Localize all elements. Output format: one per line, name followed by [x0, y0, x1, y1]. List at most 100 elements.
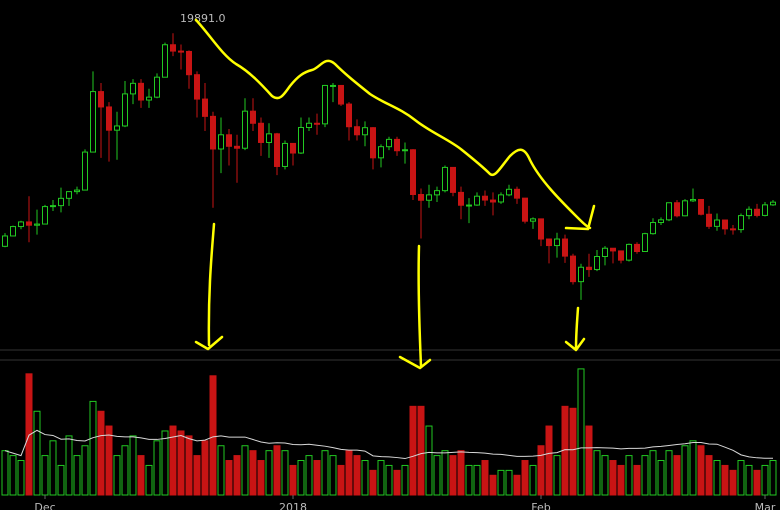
candle-body: [666, 202, 672, 221]
volume-bar: [737, 460, 745, 496]
candle-body: [90, 91, 96, 153]
volume-bar: [385, 464, 393, 496]
volume-bar: [433, 455, 441, 496]
candle-body: [410, 149, 416, 195]
candle-body: [322, 84, 328, 125]
arrow: [564, 204, 596, 231]
candle-body: [346, 103, 352, 128]
volume-bar: [145, 464, 153, 496]
candle-body: [42, 206, 48, 225]
candle-body: [26, 221, 32, 226]
candle-body: [674, 202, 680, 217]
candle-body: [618, 250, 624, 261]
candle-body: [530, 218, 536, 222]
volume-bar: [705, 455, 713, 496]
volume-bar: [497, 469, 505, 496]
volume-bar: [689, 440, 697, 496]
arrow: [564, 306, 586, 352]
volume-bar: [345, 450, 353, 496]
candle-body: [730, 228, 736, 231]
candle-body: [754, 208, 760, 216]
arrow: [398, 244, 432, 370]
arrow: [194, 222, 224, 351]
volume-bar: [113, 455, 121, 496]
candle-body: [218, 134, 224, 150]
candle-body: [290, 142, 296, 154]
volume-bar: [97, 410, 105, 496]
candle-body: [578, 266, 584, 283]
candle-body: [266, 133, 272, 143]
candle-body: [210, 115, 216, 150]
volume-bar: [617, 464, 625, 496]
volume-bar: [369, 469, 377, 496]
candle-body: [498, 194, 504, 203]
volume-bar: [361, 460, 369, 496]
candle-body: [370, 127, 376, 159]
volume-bar: [713, 460, 721, 496]
volume-bar: [281, 450, 289, 496]
volume-bar: [89, 400, 97, 496]
volume-bar: [297, 460, 305, 496]
volume-bar: [41, 455, 49, 496]
candle-body: [170, 44, 176, 52]
candle-body: [386, 138, 392, 148]
candle-body: [474, 195, 480, 206]
volume-bar: [377, 460, 385, 496]
high-annotation: 19891.0: [180, 12, 226, 25]
candle-body: [658, 219, 664, 224]
candle-body: [602, 247, 608, 257]
candle-body: [98, 91, 104, 108]
candle-body: [282, 142, 288, 167]
candle-body: [466, 204, 472, 207]
volume-bar: [641, 455, 649, 496]
candle-body: [626, 243, 632, 261]
candle-body: [586, 266, 592, 271]
candle-body: [10, 226, 16, 237]
candle-body: [714, 219, 720, 227]
volume-bar: [121, 445, 129, 496]
volume-bar: [537, 445, 545, 496]
candle-body: [642, 233, 648, 253]
candle-body: [298, 126, 304, 154]
candle-body: [154, 76, 160, 98]
candle-body: [722, 219, 728, 230]
volume-bar: [625, 455, 633, 496]
volume-bar: [513, 474, 521, 496]
volume-bar: [425, 425, 433, 496]
candle-body: [66, 191, 72, 199]
volume-bar: [673, 455, 681, 496]
volume-bar: [57, 464, 65, 496]
volume-bar: [505, 469, 513, 496]
volume-bar: [9, 455, 17, 496]
volume-bar: [353, 455, 361, 496]
candle-body: [738, 215, 744, 231]
candle-body: [402, 149, 408, 152]
volume-bar: [465, 464, 473, 496]
volume-bar: [745, 464, 753, 496]
volume-bar: [601, 455, 609, 496]
candle-body: [314, 122, 320, 125]
volume-bar: [473, 464, 481, 496]
volume-bar: [697, 445, 705, 496]
candle-body: [50, 205, 56, 208]
volume-bar: [417, 405, 425, 496]
candle-body: [330, 84, 336, 87]
candle-body: [138, 82, 144, 101]
volume-bar: [313, 460, 321, 496]
volume-bar: [201, 440, 209, 496]
candle-body: [690, 198, 696, 202]
candle-body: [18, 221, 24, 228]
trend-sketch: [194, 18, 592, 230]
volume-bar: [769, 460, 777, 496]
volume-bar: [161, 430, 169, 496]
volume-bar: [441, 450, 449, 496]
volume-bar: [25, 373, 33, 496]
candle-body: [34, 223, 40, 226]
volume-bar: [153, 440, 161, 496]
volume-bar: [665, 450, 673, 496]
candle-body: [178, 50, 184, 53]
volume-bar: [761, 464, 769, 496]
candle-body: [746, 208, 752, 217]
candle-body: [106, 106, 112, 131]
